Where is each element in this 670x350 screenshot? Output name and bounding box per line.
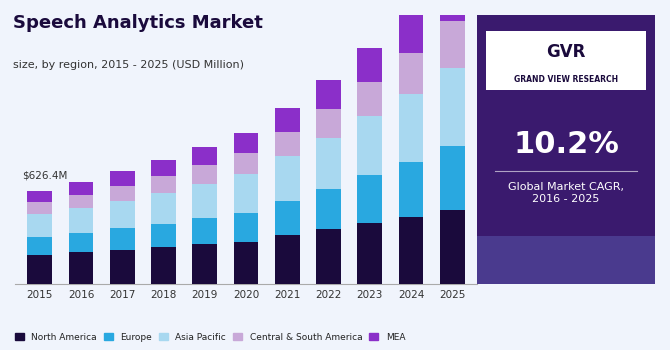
Bar	[357, 223, 382, 285]
Bar	[68, 208, 93, 233]
Bar	[234, 174, 259, 212]
Bar	[399, 14, 423, 53]
Bar	[68, 182, 93, 195]
Bar	[68, 252, 93, 285]
Bar	[192, 165, 217, 184]
Bar	[234, 133, 259, 153]
Bar	[192, 244, 217, 285]
Text: Source:
www.grandviewresearch.com: Source: www.grandviewresearch.com	[491, 249, 624, 268]
Bar	[316, 138, 341, 189]
Bar	[399, 162, 423, 217]
Bar	[234, 153, 259, 174]
Bar	[27, 202, 52, 214]
Bar	[440, 210, 465, 285]
Bar	[192, 184, 217, 218]
Bar	[27, 254, 52, 285]
Bar	[440, 21, 465, 68]
Bar	[399, 217, 423, 285]
Bar	[316, 189, 341, 229]
Bar	[275, 108, 299, 132]
Bar	[275, 201, 299, 235]
Bar	[440, 68, 465, 146]
Bar	[151, 193, 176, 224]
Text: Global Market CAGR,
2016 - 2025: Global Market CAGR, 2016 - 2025	[508, 182, 624, 204]
Bar	[151, 160, 176, 176]
Bar	[151, 176, 176, 193]
Bar	[357, 48, 382, 82]
Bar	[110, 201, 135, 228]
Bar	[68, 233, 93, 252]
Bar	[440, 146, 465, 210]
Bar	[440, 0, 465, 21]
Bar	[234, 242, 259, 285]
Text: $626.4M: $626.4M	[22, 170, 68, 180]
Bar	[399, 93, 423, 162]
Bar	[399, 53, 423, 93]
Bar	[110, 250, 135, 285]
Bar	[316, 80, 341, 108]
Bar	[110, 172, 135, 186]
Bar	[192, 147, 217, 165]
Bar	[68, 195, 93, 208]
Bar	[316, 229, 341, 285]
Bar	[192, 218, 217, 244]
Text: 10.2%: 10.2%	[513, 130, 619, 159]
Bar	[110, 228, 135, 250]
Bar	[151, 224, 176, 247]
Bar	[357, 82, 382, 116]
Bar	[151, 247, 176, 285]
Bar	[234, 212, 259, 242]
Bar	[275, 132, 299, 156]
Bar	[27, 214, 52, 237]
Legend: North America, Europe, Asia Pacific, Central & South America, MEA: North America, Europe, Asia Pacific, Cen…	[11, 329, 409, 345]
Bar	[357, 116, 382, 175]
Text: Speech Analytics Market: Speech Analytics Market	[13, 14, 263, 32]
Bar	[275, 235, 299, 285]
Bar	[316, 108, 341, 138]
Text: size, by region, 2015 - 2025 (USD Million): size, by region, 2015 - 2025 (USD Millio…	[13, 60, 245, 70]
Bar	[357, 175, 382, 223]
Bar	[275, 156, 299, 201]
Bar	[27, 237, 52, 254]
Bar	[110, 186, 135, 201]
Bar	[27, 191, 52, 202]
